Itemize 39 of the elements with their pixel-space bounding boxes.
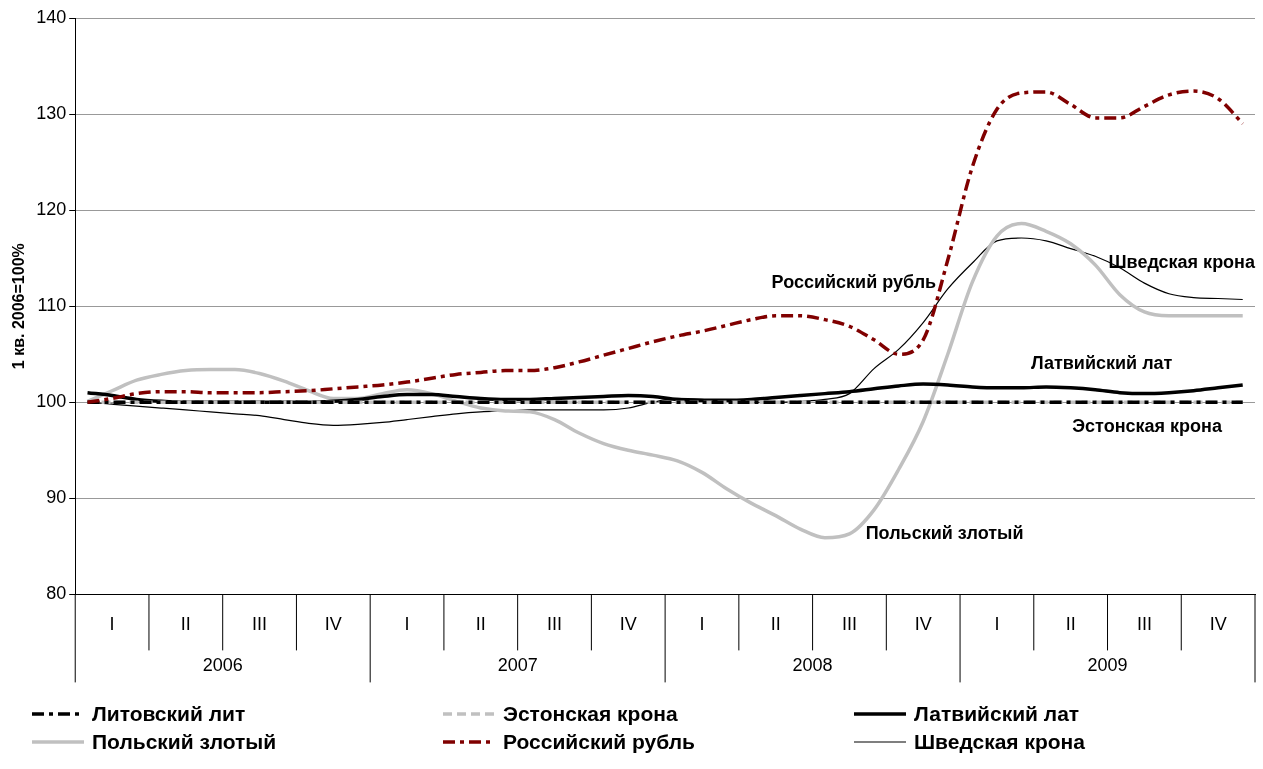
x-tick-label: I: [404, 614, 410, 635]
x-tick-label: IV: [1209, 614, 1227, 635]
legend-label: Шведская крона: [914, 730, 1085, 754]
text: Российский рубль: [771, 272, 937, 293]
text: 2007: [497, 655, 538, 676]
y-tick-label: 110: [37, 295, 67, 316]
legend-label: Литовский лит: [92, 702, 246, 726]
x-tick-label: IV: [324, 614, 342, 635]
x-tick-label: III: [1136, 614, 1152, 635]
x-tick-label: II: [180, 614, 191, 635]
y-axis-title: 1 кв. 2006=100%: [10, 243, 28, 370]
x-tick-label: II: [770, 614, 781, 635]
x-tick-label: IV: [914, 614, 932, 635]
y-tick-label: 100: [36, 391, 67, 412]
legend-label: Латвийский лат: [914, 702, 1080, 726]
x-tick-label: IV: [619, 614, 637, 635]
legend-label: Эстонская крона: [503, 702, 678, 726]
x-tick-label: II: [475, 614, 486, 635]
x-tick-label: III: [252, 614, 268, 635]
text: 2008: [792, 655, 833, 676]
x-tick-label: I: [994, 614, 1000, 635]
text: 2006: [202, 655, 243, 676]
text: Шведская крона: [1108, 251, 1255, 272]
legend-label: Российский рубль: [503, 730, 695, 754]
x-tick-label: III: [547, 614, 563, 635]
text: 2009: [1087, 655, 1128, 676]
legend-label: Польский злотый: [92, 730, 277, 754]
text: Латвийский лат: [1030, 352, 1173, 373]
x-tick-label: III: [841, 614, 857, 635]
y-tick-label: 140: [36, 6, 67, 27]
x-tick-label: I: [109, 614, 115, 635]
y-tick-label: 130: [36, 103, 67, 124]
y-tick-label: 80: [46, 583, 67, 604]
text: Польский злотый: [865, 522, 1024, 543]
x-tick-label: I: [699, 614, 705, 635]
x-tick-label: II: [1065, 614, 1076, 635]
y-tick-label: 90: [46, 487, 67, 508]
text: Эстонская крона: [1072, 416, 1222, 437]
y-tick-label: 120: [36, 199, 67, 220]
